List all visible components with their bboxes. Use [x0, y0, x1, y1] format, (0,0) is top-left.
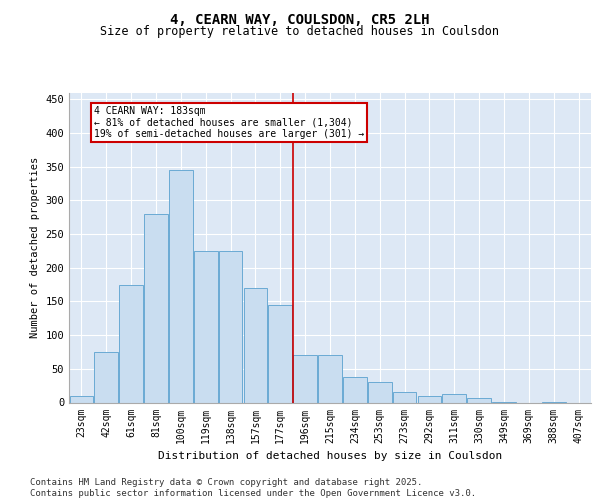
Bar — [219, 251, 242, 402]
Bar — [343, 377, 367, 402]
Bar — [393, 392, 416, 402]
Text: Contains HM Land Registry data © Crown copyright and database right 2025.
Contai: Contains HM Land Registry data © Crown c… — [30, 478, 476, 498]
Bar — [94, 352, 118, 403]
Bar — [119, 284, 143, 403]
X-axis label: Distribution of detached houses by size in Coulsdon: Distribution of detached houses by size … — [158, 451, 502, 461]
Bar — [144, 214, 168, 402]
Bar — [70, 396, 93, 402]
Bar — [368, 382, 392, 402]
Y-axis label: Number of detached properties: Number of detached properties — [30, 157, 40, 338]
Bar — [268, 305, 292, 402]
Text: Size of property relative to detached houses in Coulsdon: Size of property relative to detached ho… — [101, 25, 499, 38]
Text: 4, CEARN WAY, COULSDON, CR5 2LH: 4, CEARN WAY, COULSDON, CR5 2LH — [170, 12, 430, 26]
Bar — [244, 288, 267, 403]
Bar — [169, 170, 193, 402]
Text: 4 CEARN WAY: 183sqm
← 81% of detached houses are smaller (1,304)
19% of semi-det: 4 CEARN WAY: 183sqm ← 81% of detached ho… — [94, 106, 364, 139]
Bar — [194, 251, 218, 402]
Bar — [318, 356, 342, 403]
Bar — [467, 398, 491, 402]
Bar — [418, 396, 441, 402]
Bar — [442, 394, 466, 402]
Bar — [293, 356, 317, 403]
